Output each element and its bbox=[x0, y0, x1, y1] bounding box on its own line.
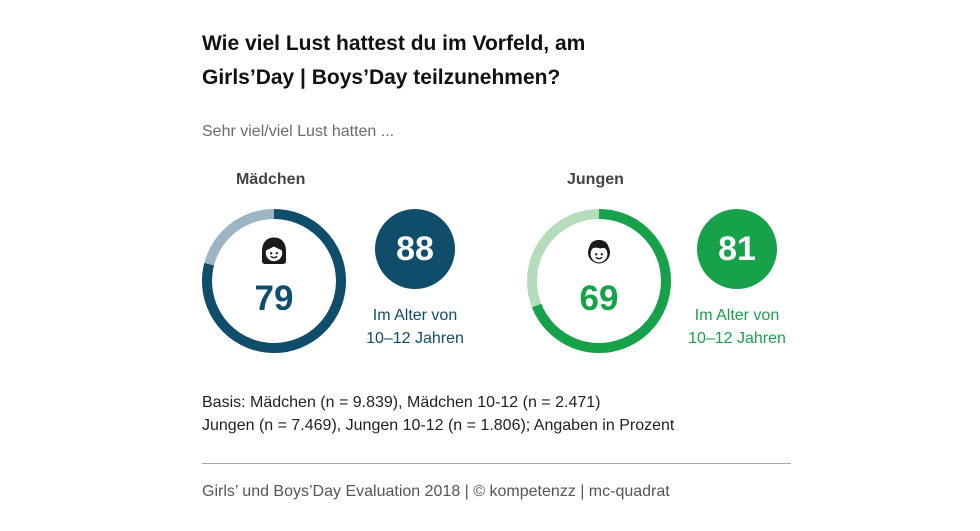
ring-chart-girls bbox=[202, 209, 346, 353]
age-group-value-badge-girls: 88 bbox=[375, 209, 455, 289]
age-group-caption-boys-line-1: Im Alter von bbox=[694, 307, 780, 324]
footer-divider bbox=[202, 463, 791, 464]
chart-subtitle: Sehr viel/viel Lust hatten ... bbox=[202, 123, 395, 140]
girl-face-icon bbox=[262, 237, 286, 264]
sample-basis-line-2: Jungen (n = 7.469), Jungen 10-12 (n = 1.… bbox=[202, 417, 675, 434]
age-group-caption-boys: Im Alter von 10–12 Jahren bbox=[662, 304, 812, 350]
age-group-value-girls: 88 bbox=[396, 229, 434, 268]
age-group-caption-girls-line-1: Im Alter von bbox=[372, 307, 458, 324]
group-label-girls: Mädchen bbox=[236, 171, 306, 188]
age-group-caption-girls-line-2: 10–12 Jahren bbox=[366, 330, 464, 347]
sample-basis-line-1: Basis: Mädchen (n = 9.839), Mädchen 10-1… bbox=[202, 394, 601, 411]
chart-title: Wie viel Lust hattest du im Vorfeld, am … bbox=[202, 27, 762, 95]
age-group-value-badge-boys: 81 bbox=[697, 209, 777, 289]
chart-title-line-1: Wie viel Lust hattest du im Vorfeld, am bbox=[202, 32, 586, 55]
ring-value-arc-girls bbox=[202, 209, 346, 353]
ring-value-label-boys: 69 bbox=[579, 279, 619, 318]
chart-title-line-2: Girls’Day | Boys’Day teilzunehmen? bbox=[202, 66, 561, 89]
source-credit: Girls’ und Boys’Day Evaluation 2018 | © … bbox=[202, 483, 670, 500]
ring-value-arc-boys bbox=[527, 209, 671, 353]
age-group-caption-boys-line-2: 10–12 Jahren bbox=[688, 330, 786, 347]
boy-face-icon bbox=[588, 240, 610, 264]
group-label-boys: Jungen bbox=[567, 171, 624, 188]
ring-value-label-girls: 79 bbox=[254, 279, 294, 318]
age-group-value-boys: 81 bbox=[718, 229, 756, 268]
sample-basis-note: Basis: Mädchen (n = 9.839), Mädchen 10-1… bbox=[202, 391, 802, 437]
age-group-caption-girls: Im Alter von 10–12 Jahren bbox=[340, 304, 490, 350]
ring-chart-boys bbox=[527, 209, 671, 353]
